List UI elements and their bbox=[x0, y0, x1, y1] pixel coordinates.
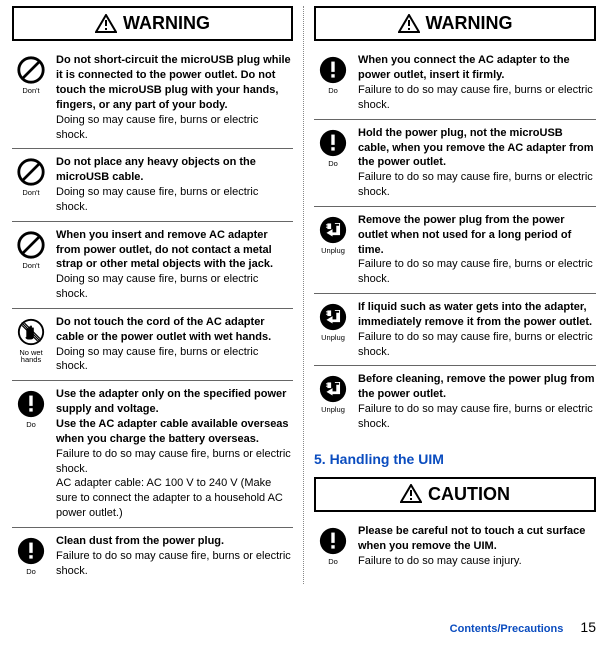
section-5-title: 5. Handling the UIM bbox=[314, 450, 596, 469]
warning-item: Do Hold the power plug, not the microUSB … bbox=[314, 120, 596, 207]
item-heading: Use the adapter only on the specified po… bbox=[56, 387, 293, 446]
dont-icon: Don't bbox=[12, 228, 50, 302]
item-heading: When you insert and remove AC adapter fr… bbox=[56, 228, 293, 273]
item-body: Failure to do so may cause injury. bbox=[358, 555, 522, 567]
item-heading: Do not place any heavy objects on the mi… bbox=[56, 155, 293, 185]
item-text: If liquid such as water gets into the ad… bbox=[358, 300, 596, 359]
item-heading: If liquid such as water gets into the ad… bbox=[358, 300, 596, 330]
item-body: Failure to do so may cause fire, burns o… bbox=[358, 171, 593, 198]
dont-icon: Don't bbox=[12, 155, 50, 214]
item-text: Clean dust from the power plug.Failure t… bbox=[56, 534, 293, 579]
warning-label: WARNING bbox=[123, 11, 210, 35]
warning-banner-left: WARNING bbox=[12, 6, 293, 41]
item-body: Doing so may cause fire, burns or electr… bbox=[56, 346, 258, 373]
icon-label: Don't bbox=[22, 87, 39, 95]
item-text: When you insert and remove AC adapter fr… bbox=[56, 228, 293, 302]
warning-item: Do Clean dust from the power plug.Failure… bbox=[12, 528, 293, 585]
item-heading: Remove the power plug from the power out… bbox=[358, 213, 596, 258]
nowethands-icon: No wet hands bbox=[12, 315, 50, 374]
do-icon: Do bbox=[12, 387, 50, 521]
warning-item: Unplug If liquid such as water gets into … bbox=[314, 294, 596, 366]
unplug-icon: Unplug bbox=[314, 213, 352, 287]
warning-item: Don't Do not short-circuit the microUSB p… bbox=[12, 47, 293, 149]
item-heading: Do not touch the cord of the AC adapter … bbox=[56, 315, 293, 345]
warning-label: WARNING bbox=[426, 11, 513, 35]
warning-triangle-icon bbox=[95, 14, 117, 33]
left-column: WARNING Don't Do not short-circuit the mi… bbox=[8, 6, 304, 584]
item-body: Doing so may cause fire, burns or electr… bbox=[56, 114, 258, 141]
item-text: Do not touch the cord of the AC adapter … bbox=[56, 315, 293, 374]
do-icon: Do bbox=[12, 534, 50, 579]
icon-label: Do bbox=[26, 568, 36, 576]
warning-item: Don't Do not place any heavy objects on t… bbox=[12, 149, 293, 221]
icon-label: Unplug bbox=[321, 334, 345, 342]
item-body: Failure to do so may cause fire, burns o… bbox=[56, 550, 291, 577]
item-body: Failure to do so may cause fire, burns o… bbox=[358, 84, 593, 111]
page-footer: Contents/Precautions 15 bbox=[450, 618, 596, 637]
icon-label: Do bbox=[328, 87, 338, 95]
item-text: Do not short-circuit the microUSB plug w… bbox=[56, 53, 293, 142]
item-text: Remove the power plug from the power out… bbox=[358, 213, 596, 287]
item-text: Do not place any heavy objects on the mi… bbox=[56, 155, 293, 214]
icon-label: Do bbox=[328, 160, 338, 168]
icon-label: Unplug bbox=[321, 406, 345, 414]
item-body: Failure to do so may cause fire, burns o… bbox=[56, 448, 291, 519]
item-text: Use the adapter only on the specified po… bbox=[56, 387, 293, 521]
icon-label: Do bbox=[26, 421, 36, 429]
do-icon: Do bbox=[314, 126, 352, 200]
warning-item: Do Please be careful not to touch a cut s… bbox=[314, 518, 596, 575]
item-text: Before cleaning, remove the power plug f… bbox=[358, 372, 596, 431]
item-heading: Please be careful not to touch a cut sur… bbox=[358, 524, 596, 554]
unplug-icon: Unplug bbox=[314, 300, 352, 359]
item-heading: When you connect the AC adapter to the p… bbox=[358, 53, 596, 83]
icon-label: Don't bbox=[22, 262, 39, 270]
caution-triangle-icon bbox=[400, 484, 422, 503]
warning-item: Do When you connect the AC adapter to the… bbox=[314, 47, 596, 119]
item-body: Failure to do so may cause fire, burns o… bbox=[358, 403, 593, 430]
item-body: Doing so may cause fire, burns or electr… bbox=[56, 186, 258, 213]
item-text: When you connect the AC adapter to the p… bbox=[358, 53, 596, 112]
item-heading: Before cleaning, remove the power plug f… bbox=[358, 372, 596, 402]
item-text: Please be careful not to touch a cut sur… bbox=[358, 524, 596, 569]
item-body: Failure to do so may cause fire, burns o… bbox=[358, 331, 593, 358]
item-body: Doing so may cause fire, burns or electr… bbox=[56, 273, 258, 300]
right-column: WARNING Do When you connect the AC adapte… bbox=[304, 6, 600, 584]
footer-section: Contents/Precautions bbox=[450, 623, 564, 635]
warning-item: Do Use the adapter only on the specified … bbox=[12, 381, 293, 528]
icon-label: Don't bbox=[22, 189, 39, 197]
icon-label: No wet hands bbox=[12, 349, 50, 364]
unplug-icon: Unplug bbox=[314, 372, 352, 431]
warning-item: Unplug Before cleaning, remove the power … bbox=[314, 366, 596, 437]
page: WARNING Don't Do not short-circuit the mi… bbox=[0, 0, 608, 584]
warning-item: No wet hands Do not touch the cord of the… bbox=[12, 309, 293, 381]
warning-item: Unplug Remove the power plug from the pow… bbox=[314, 207, 596, 294]
caution-label: CAUTION bbox=[428, 482, 510, 506]
item-heading: Hold the power plug, not the microUSB ca… bbox=[358, 126, 596, 171]
item-text: Hold the power plug, not the microUSB ca… bbox=[358, 126, 596, 200]
item-heading: Clean dust from the power plug. bbox=[56, 534, 293, 549]
caution-banner: CAUTION bbox=[314, 477, 596, 512]
dont-icon: Don't bbox=[12, 53, 50, 142]
icon-label: Unplug bbox=[321, 247, 345, 255]
warning-item: Don't When you insert and remove AC adapt… bbox=[12, 222, 293, 309]
do-icon: Do bbox=[314, 53, 352, 112]
item-body: Failure to do so may cause fire, burns o… bbox=[358, 258, 593, 285]
warning-triangle-icon bbox=[398, 14, 420, 33]
footer-page-number: 15 bbox=[580, 619, 596, 635]
warning-banner-right: WARNING bbox=[314, 6, 596, 41]
item-heading: Do not short-circuit the microUSB plug w… bbox=[56, 53, 293, 112]
do-icon: Do bbox=[314, 524, 352, 569]
icon-label: Do bbox=[328, 558, 338, 566]
